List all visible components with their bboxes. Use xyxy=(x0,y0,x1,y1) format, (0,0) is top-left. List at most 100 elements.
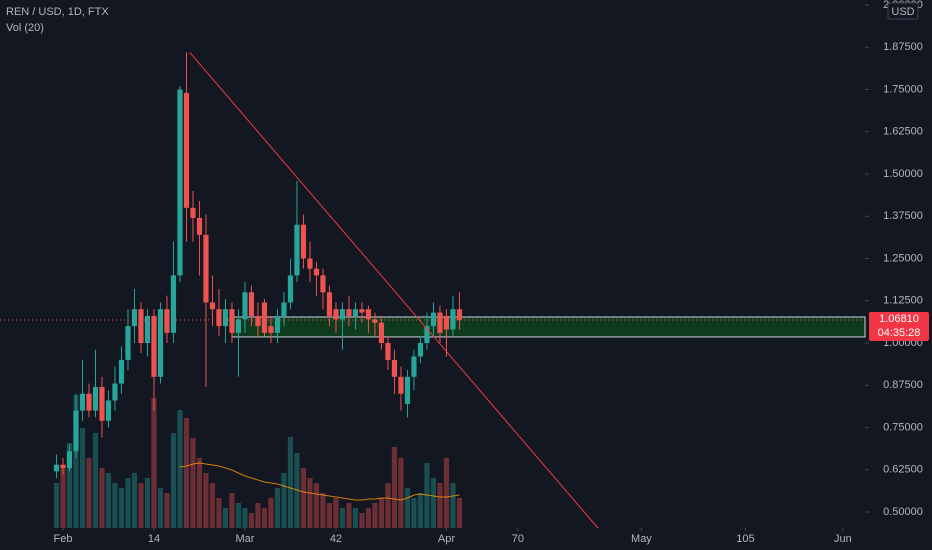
volume-bar xyxy=(183,418,190,528)
volume-bar xyxy=(73,395,79,528)
volume-bar xyxy=(372,503,378,528)
volume-bar xyxy=(404,488,411,528)
candle-body xyxy=(359,309,365,313)
volume-bar xyxy=(157,488,164,528)
candle-body xyxy=(53,464,60,472)
volume-bar xyxy=(352,508,359,528)
candle-body xyxy=(183,92,190,208)
candle-body xyxy=(424,326,430,344)
volume-bar xyxy=(359,513,365,528)
volume-bar xyxy=(229,493,235,528)
candle-body xyxy=(157,309,164,377)
candle-body xyxy=(235,319,242,333)
last-price-label: 1.06810 xyxy=(879,313,919,325)
candle-body xyxy=(307,258,313,269)
volume-bar xyxy=(346,503,352,528)
candle-body xyxy=(326,292,333,316)
candle-body xyxy=(99,386,105,421)
candle-body xyxy=(170,275,177,333)
last-price-box xyxy=(869,311,929,341)
y-tick-label: 1.62500 xyxy=(883,126,923,138)
candle-body xyxy=(164,309,170,333)
volume-bar xyxy=(216,498,222,528)
candle-body xyxy=(261,302,268,333)
volume-bar xyxy=(151,398,157,528)
volume-bar xyxy=(378,498,385,528)
candle-body xyxy=(66,451,73,469)
candle-body xyxy=(268,326,274,333)
candle-body xyxy=(138,309,144,344)
candle-body xyxy=(339,309,346,320)
x-tick-label: 42 xyxy=(330,533,342,545)
volume-bar xyxy=(209,483,216,528)
candle-body xyxy=(411,356,417,377)
y-tick-label: 1.50000 xyxy=(883,168,923,180)
candle-body xyxy=(450,309,456,330)
candle-body xyxy=(281,302,287,316)
volume-bar xyxy=(53,483,60,528)
y-tick-label: 0.62500 xyxy=(883,464,923,476)
x-tick-label: Jun xyxy=(834,533,852,545)
candle-body xyxy=(144,315,151,344)
x-tick-label: Feb xyxy=(53,533,72,545)
volume-bar xyxy=(385,483,391,528)
volume-bar xyxy=(170,433,177,528)
candle-body xyxy=(79,393,86,411)
y-tick-label: 0.75000 xyxy=(883,421,923,433)
candle-body xyxy=(209,302,216,310)
volume-bar xyxy=(274,488,281,528)
candle-body xyxy=(118,359,125,384)
candle-body xyxy=(248,292,255,316)
candle-body xyxy=(60,464,66,469)
currency-box[interactable] xyxy=(887,2,919,20)
candle-body xyxy=(222,309,229,327)
candle-body xyxy=(300,224,307,259)
candle-body xyxy=(313,268,320,276)
countdown-label: 04:35:28 xyxy=(878,327,921,339)
volume-bar xyxy=(235,503,242,528)
candle-body xyxy=(131,309,138,327)
candle-body xyxy=(229,309,235,333)
volume-bar xyxy=(144,478,151,528)
candle-body xyxy=(216,309,222,327)
volume-bar xyxy=(255,503,261,528)
volume-bar xyxy=(326,503,333,528)
volume-bar xyxy=(281,473,287,528)
y-tick-label: 1.25000 xyxy=(883,252,923,264)
volume-bar xyxy=(430,478,437,528)
volume-ma-line xyxy=(179,462,460,501)
candle-body xyxy=(242,292,248,320)
y-tick-label: 0.87500 xyxy=(883,379,923,391)
volume-bar xyxy=(125,478,131,528)
y-tick-label: 1.87500 xyxy=(883,41,923,53)
volume-bar xyxy=(164,493,170,528)
volume-bar xyxy=(92,433,99,528)
volume-bar xyxy=(391,447,398,528)
volume-bar xyxy=(398,458,404,528)
volume-bar xyxy=(450,483,456,528)
candle-body xyxy=(398,376,404,394)
volume-bar xyxy=(66,443,73,528)
volume-bar xyxy=(339,508,346,528)
candle-body xyxy=(196,217,203,235)
chart-title: REN / USD, 1D, FTX xyxy=(6,6,109,18)
volume-bar xyxy=(365,508,372,528)
volume-bar xyxy=(105,473,112,528)
volume-bar xyxy=(190,438,196,528)
y-tick-label: 0.50000 xyxy=(883,506,923,518)
volume-bar xyxy=(313,483,320,528)
volume-bar xyxy=(268,498,274,528)
x-tick-label: 14 xyxy=(148,533,160,545)
volume-bar xyxy=(196,458,203,528)
candle-body xyxy=(352,309,359,316)
candle-body xyxy=(437,312,443,333)
x-tick-label: Mar xyxy=(235,533,254,545)
currency-label[interactable]: USD xyxy=(891,6,914,18)
volume-bar xyxy=(242,508,248,528)
volume-bar xyxy=(118,488,125,528)
candle-body xyxy=(125,326,131,360)
volume-bar xyxy=(261,508,268,528)
plot-area xyxy=(0,51,866,529)
candle-body xyxy=(385,343,391,360)
